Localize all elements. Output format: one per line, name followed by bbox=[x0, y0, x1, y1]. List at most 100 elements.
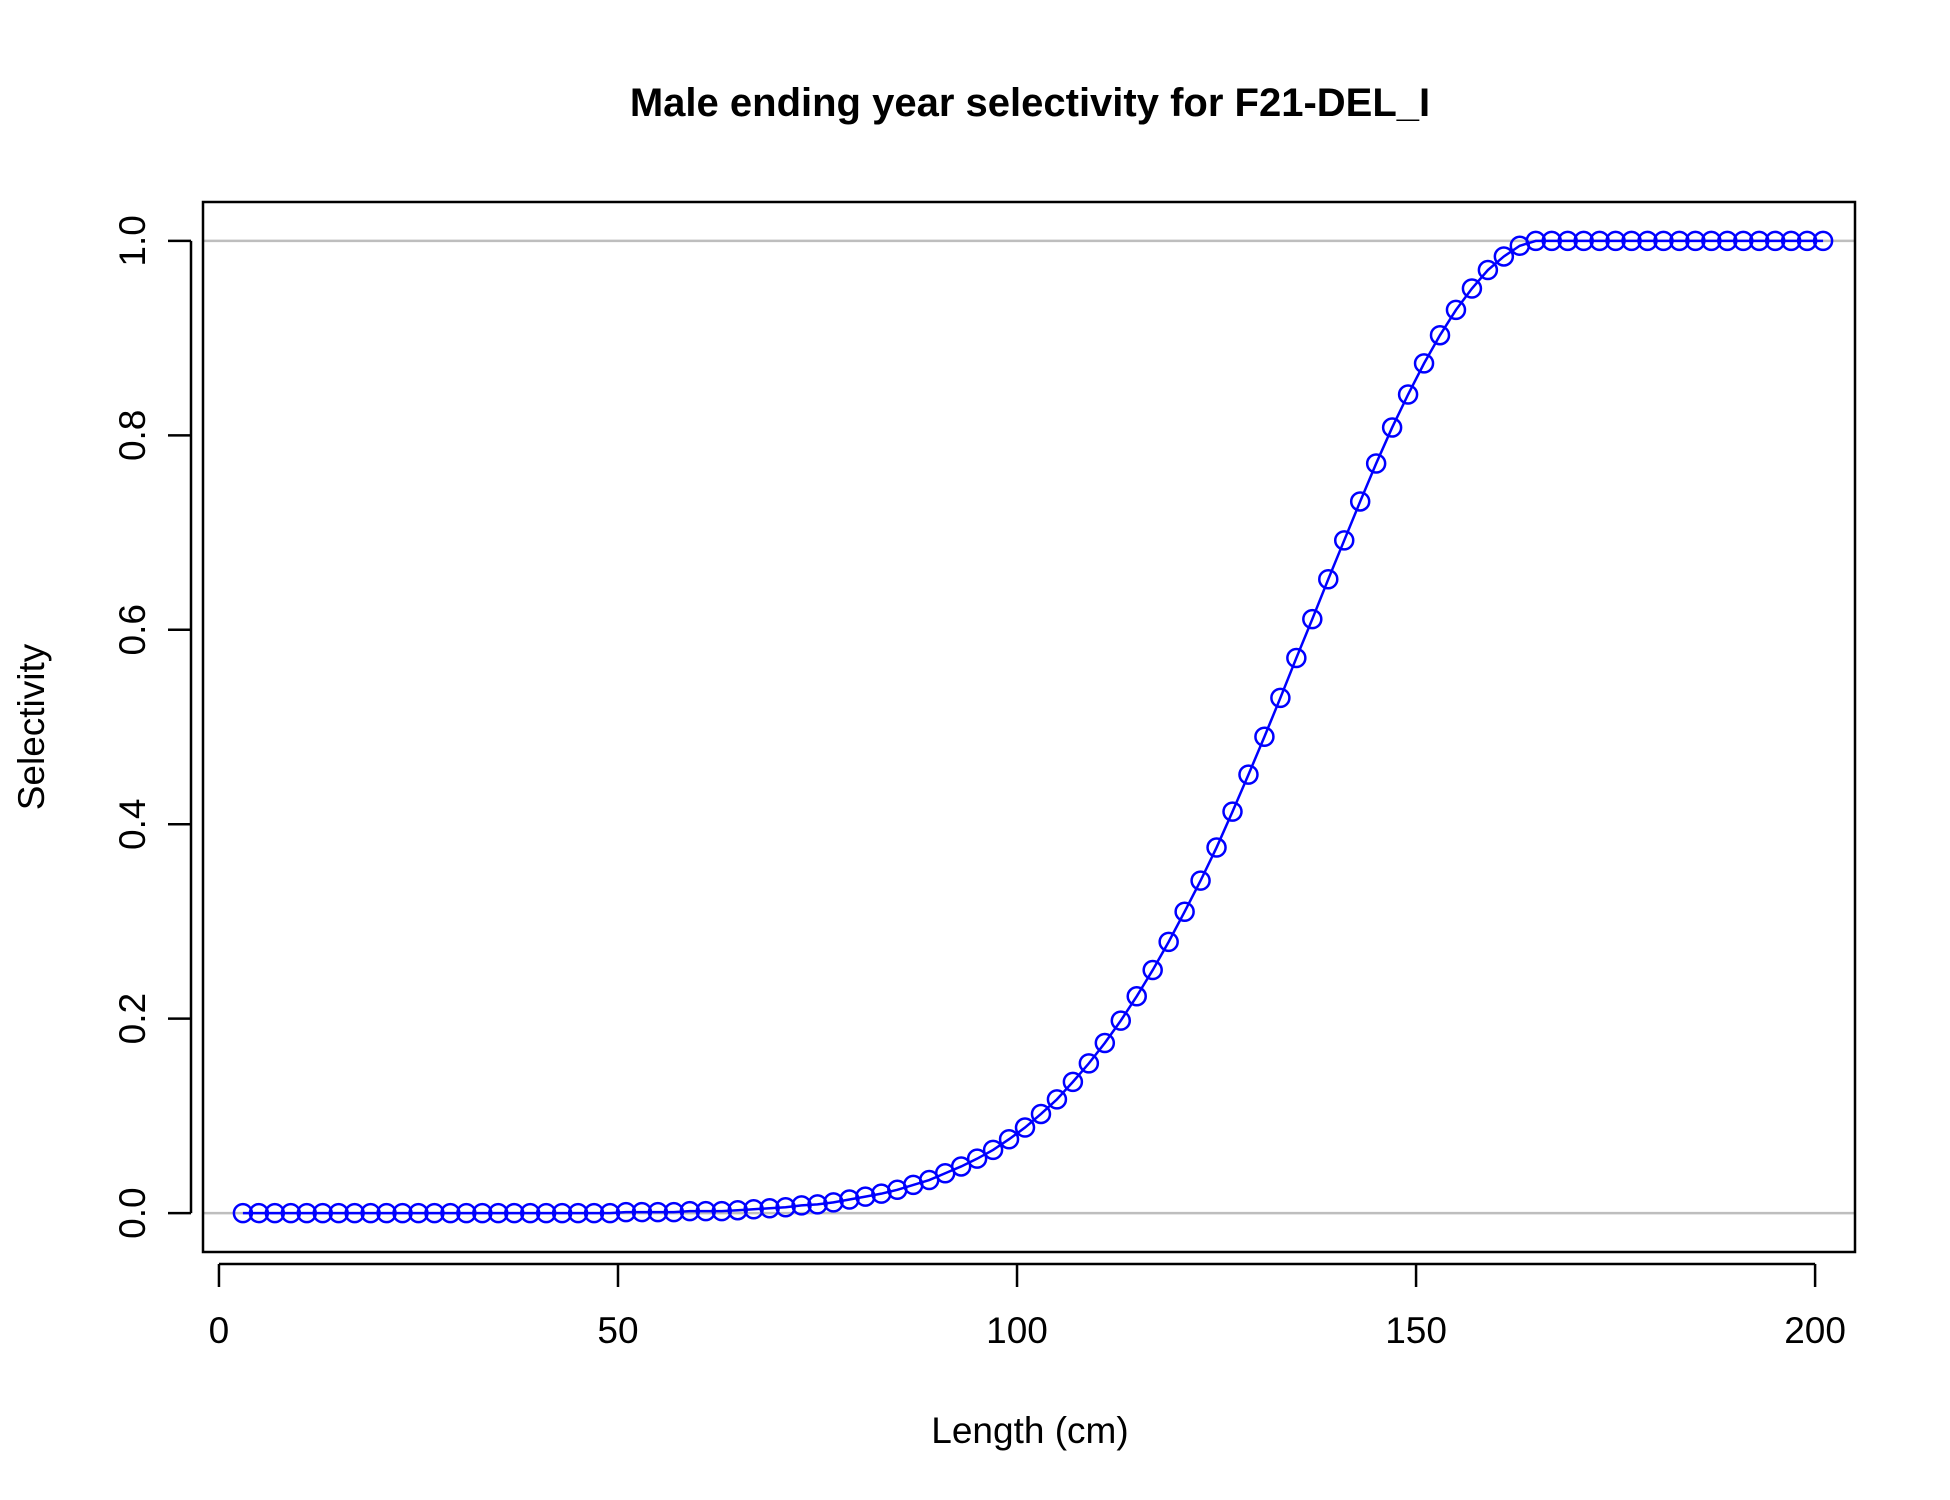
data-point bbox=[472, 1202, 493, 1224]
data-point bbox=[1541, 230, 1562, 252]
data-point bbox=[456, 1202, 477, 1224]
x-axis: 0 50 100 150 200 bbox=[209, 1262, 1846, 1351]
x-axis-label: Length (cm) bbox=[931, 1410, 1128, 1451]
data-point bbox=[1557, 230, 1578, 252]
y-tick-label: 1.0 bbox=[112, 215, 153, 266]
data-point bbox=[488, 1202, 509, 1224]
data-point bbox=[1062, 1071, 1084, 1093]
data-point bbox=[328, 1202, 349, 1224]
y-tick-label: 0.4 bbox=[112, 799, 153, 850]
data-point bbox=[264, 1202, 286, 1224]
data-point bbox=[1302, 608, 1323, 630]
data-point bbox=[408, 1202, 429, 1224]
data-point bbox=[647, 1201, 669, 1223]
data-point bbox=[1621, 230, 1642, 252]
data-point bbox=[1477, 259, 1499, 281]
data-point bbox=[1493, 246, 1515, 267]
y-axis: 0.0 0.2 0.4 0.6 0.8 1.0 bbox=[112, 215, 193, 1239]
data-point bbox=[1222, 801, 1243, 822]
data-point bbox=[312, 1202, 333, 1224]
data-point bbox=[360, 1202, 381, 1224]
data-point bbox=[424, 1202, 445, 1224]
data-point bbox=[823, 1192, 844, 1213]
chart-title: Male ending year selectivity for F21-DEL… bbox=[630, 81, 1430, 125]
data-point bbox=[1717, 230, 1738, 252]
data-point bbox=[1078, 1053, 1100, 1074]
data-point bbox=[1397, 384, 1419, 405]
data-point bbox=[1190, 870, 1211, 891]
data-point bbox=[1110, 1010, 1132, 1031]
data-point bbox=[1158, 931, 1179, 953]
data-point bbox=[1046, 1089, 1068, 1110]
data-point bbox=[1812, 230, 1834, 252]
data-point bbox=[280, 1202, 302, 1224]
data-point bbox=[1014, 1117, 1036, 1138]
data-point bbox=[1780, 230, 1802, 252]
data-point bbox=[376, 1202, 397, 1224]
data-point bbox=[1796, 230, 1818, 252]
data-point bbox=[982, 1139, 1004, 1161]
data-point bbox=[839, 1189, 860, 1210]
y-axis-label: Selectivity bbox=[11, 643, 52, 810]
data-point bbox=[1126, 986, 1147, 1007]
data-point bbox=[1318, 568, 1339, 590]
data-point bbox=[663, 1201, 685, 1223]
data-point bbox=[695, 1200, 717, 1222]
data-point bbox=[679, 1200, 701, 1222]
data-point bbox=[1413, 353, 1435, 374]
data-point bbox=[1605, 230, 1626, 252]
x-tick-label: 150 bbox=[1385, 1310, 1447, 1351]
data-point bbox=[1445, 299, 1467, 321]
data-point bbox=[1637, 230, 1658, 252]
data-point bbox=[1429, 324, 1451, 346]
y-tick-label: 0.6 bbox=[112, 604, 153, 655]
data-point bbox=[1270, 687, 1291, 709]
data-point bbox=[1701, 230, 1722, 252]
data-point bbox=[551, 1202, 573, 1224]
x-tick-label: 50 bbox=[597, 1310, 638, 1351]
data-point bbox=[583, 1202, 605, 1224]
y-tick-label: 0.0 bbox=[112, 1187, 153, 1238]
data-point bbox=[567, 1202, 589, 1224]
data-point bbox=[248, 1202, 270, 1224]
data-point bbox=[998, 1128, 1020, 1150]
data-point bbox=[1685, 230, 1706, 252]
x-tick-label: 0 bbox=[209, 1310, 230, 1351]
data-point bbox=[855, 1186, 876, 1207]
data-point bbox=[1669, 230, 1690, 252]
data-point bbox=[1525, 230, 1547, 252]
data-point bbox=[1142, 959, 1163, 981]
data-point bbox=[1653, 230, 1674, 252]
data-point bbox=[950, 1156, 972, 1177]
x-tick-label: 200 bbox=[1784, 1310, 1846, 1351]
data-point bbox=[1333, 530, 1355, 551]
data-point bbox=[440, 1202, 461, 1224]
data-point bbox=[1733, 230, 1754, 252]
data-point bbox=[807, 1194, 828, 1215]
data-point bbox=[1094, 1032, 1116, 1054]
data-point bbox=[344, 1202, 365, 1224]
data-point bbox=[1349, 491, 1371, 512]
data-point bbox=[615, 1201, 637, 1223]
data-point bbox=[1030, 1103, 1052, 1125]
data-point bbox=[1381, 417, 1403, 438]
data-point bbox=[1254, 726, 1275, 747]
data-point bbox=[1461, 278, 1483, 299]
data-point bbox=[775, 1197, 796, 1218]
data-point bbox=[392, 1202, 413, 1224]
x-tick-label: 100 bbox=[986, 1310, 1048, 1351]
data-point bbox=[599, 1202, 621, 1224]
plot-frame bbox=[201, 200, 1857, 1254]
data-point bbox=[535, 1202, 557, 1224]
data-point bbox=[791, 1195, 812, 1216]
data-point bbox=[232, 1202, 254, 1224]
data-point bbox=[1589, 230, 1610, 252]
data-point bbox=[1238, 764, 1259, 785]
data-point bbox=[966, 1148, 988, 1169]
data-point bbox=[1573, 230, 1594, 252]
data-point bbox=[1365, 453, 1387, 474]
data-point bbox=[727, 1199, 748, 1221]
data-point bbox=[759, 1198, 780, 1219]
